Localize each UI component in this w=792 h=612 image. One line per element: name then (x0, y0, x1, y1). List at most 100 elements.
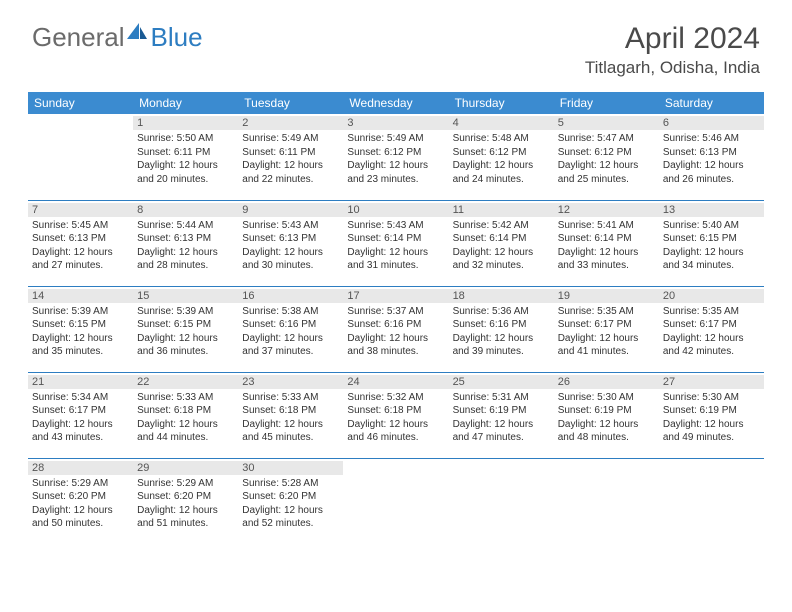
day-number: 18 (449, 289, 554, 303)
daylight-text: Daylight: 12 hours and 27 minutes. (32, 246, 129, 273)
sunrise-text: Sunrise: 5:35 AM (663, 305, 760, 319)
daylight-text: Daylight: 12 hours and 51 minutes. (137, 504, 234, 531)
calendar-cell: 17Sunrise: 5:37 AMSunset: 6:16 PMDayligh… (343, 286, 448, 372)
sunset-text: Sunset: 6:18 PM (242, 404, 339, 418)
calendar-cell: 13Sunrise: 5:40 AMSunset: 6:15 PMDayligh… (659, 200, 764, 286)
day-number: 7 (28, 203, 133, 217)
daylight-text: Daylight: 12 hours and 32 minutes. (453, 246, 550, 273)
sunset-text: Sunset: 6:13 PM (663, 146, 760, 160)
calendar-cell: 11Sunrise: 5:42 AMSunset: 6:14 PMDayligh… (449, 200, 554, 286)
day-number: 29 (133, 461, 238, 475)
sunrise-text: Sunrise: 5:28 AM (242, 477, 339, 491)
col-wednesday: Wednesday (343, 92, 448, 114)
day-number: 19 (554, 289, 659, 303)
sunrise-text: Sunrise: 5:43 AM (242, 219, 339, 233)
sunset-text: Sunset: 6:14 PM (347, 232, 444, 246)
daylight-text: Daylight: 12 hours and 28 minutes. (137, 246, 234, 273)
calendar-cell: 26Sunrise: 5:30 AMSunset: 6:19 PMDayligh… (554, 372, 659, 458)
sunset-text: Sunset: 6:17 PM (663, 318, 760, 332)
day-number: 8 (133, 203, 238, 217)
daylight-text: Daylight: 12 hours and 34 minutes. (663, 246, 760, 273)
sunrise-text: Sunrise: 5:44 AM (137, 219, 234, 233)
sunset-text: Sunset: 6:18 PM (137, 404, 234, 418)
daylight-text: Daylight: 12 hours and 44 minutes. (137, 418, 234, 445)
day-number: 28 (28, 461, 133, 475)
daylight-text: Daylight: 12 hours and 42 minutes. (663, 332, 760, 359)
sunrise-text: Sunrise: 5:30 AM (663, 391, 760, 405)
day-number: 22 (133, 375, 238, 389)
daylight-text: Daylight: 12 hours and 41 minutes. (558, 332, 655, 359)
daylight-text: Daylight: 12 hours and 25 minutes. (558, 159, 655, 186)
logo-sail-icon (125, 21, 149, 46)
sunset-text: Sunset: 6:16 PM (242, 318, 339, 332)
day-number: 27 (659, 375, 764, 389)
calendar-cell: 22Sunrise: 5:33 AMSunset: 6:18 PMDayligh… (133, 372, 238, 458)
daylight-text: Daylight: 12 hours and 48 minutes. (558, 418, 655, 445)
calendar-cell: 8Sunrise: 5:44 AMSunset: 6:13 PMDaylight… (133, 200, 238, 286)
sunrise-text: Sunrise: 5:46 AM (663, 132, 760, 146)
calendar-row: 28 Sunrise: 5:29 AM Sunset: 6:20 PM Dayligh… (28, 458, 764, 544)
day-number: 6 (659, 116, 764, 130)
calendar-cell: 18Sunrise: 5:36 AMSunset: 6:16 PMDayligh… (449, 286, 554, 372)
sunset-text: Sunset: 6:18 PM (347, 404, 444, 418)
day-number: 25 (449, 375, 554, 389)
sunrise-text: Sunrise: 5:35 AM (558, 305, 655, 319)
daylight-text: Daylight: 12 hours and 36 minutes. (137, 332, 234, 359)
sunset-text: Sunset: 6:11 PM (242, 146, 339, 160)
sunset-text: Sunset: 6:12 PM (347, 146, 444, 160)
sunrise-text: Sunrise: 5:30 AM (558, 391, 655, 405)
sunset-text: Sunset: 6:11 PM (137, 146, 234, 160)
logo-text-blue: Blue (151, 22, 203, 53)
month-title: April 2024 (585, 22, 760, 56)
col-monday: Monday (133, 92, 238, 114)
calendar-cell: 21Sunrise: 5:34 AMSunset: 6:17 PMDayligh… (28, 372, 133, 458)
day-number: 3 (343, 116, 448, 130)
day-number: 30 (238, 461, 343, 475)
calendar-cell: 14Sunrise: 5:39 AMSunset: 6:15 PMDayligh… (28, 286, 133, 372)
calendar-cell: 4Sunrise: 5:48 AMSunset: 6:12 PMDaylight… (449, 114, 554, 200)
col-thursday: Thursday (449, 92, 554, 114)
day-number: 16 (238, 289, 343, 303)
sunrise-text: Sunrise: 5:42 AM (453, 219, 550, 233)
calendar-cell: 12Sunrise: 5:41 AMSunset: 6:14 PMDayligh… (554, 200, 659, 286)
sunset-text: Sunset: 6:16 PM (453, 318, 550, 332)
calendar-cell: 7Sunrise: 5:45 AMSunset: 6:13 PMDaylight… (28, 200, 133, 286)
day-number: 24 (343, 375, 448, 389)
calendar-cell: 28Sunrise: 5:29 AMSunset: 6:20 PMDayligh… (28, 458, 133, 544)
day-number: 23 (238, 375, 343, 389)
daylight-text: Daylight: 12 hours and 38 minutes. (347, 332, 444, 359)
daylight-text: Daylight: 12 hours and 52 minutes. (242, 504, 339, 531)
calendar-row: 7Sunrise: 5:45 AMSunset: 6:13 PMDaylight… (28, 200, 764, 286)
calendar-cell: 27 Sunrise: 5:30 AMSunset: 6:19 PMDayligh… (659, 372, 764, 458)
sunrise-text: Sunrise: 5:48 AM (453, 132, 550, 146)
day-number: 4 (449, 116, 554, 130)
daylight-text: Daylight: 12 hours and 35 minutes. (32, 332, 129, 359)
daylight-text: Daylight: 12 hours and 23 minutes. (347, 159, 444, 186)
day-number: 9 (238, 203, 343, 217)
daylight-text: Daylight: 12 hours and 47 minutes. (453, 418, 550, 445)
location: Titlagarh, Odisha, India (585, 58, 760, 78)
daylight-text: Daylight: 12 hours and 24 minutes. (453, 159, 550, 186)
sunset-text: Sunset: 6:20 PM (32, 490, 129, 504)
calendar-cell: 20Sunrise: 5:35 AMSunset: 6:17 PMDayligh… (659, 286, 764, 372)
daylight-text: Daylight: 12 hours and 49 minutes. (663, 418, 760, 445)
sunrise-text: Sunrise: 5:43 AM (347, 219, 444, 233)
sunrise-text: Sunrise: 5:29 AM (137, 477, 234, 491)
calendar-row: 1Sunrise: 5:50 AMSunset: 6:11 PMDaylight… (28, 114, 764, 200)
day-number: 26 (554, 375, 659, 389)
sunset-text: Sunset: 6:15 PM (137, 318, 234, 332)
calendar-cell (343, 458, 448, 544)
col-saturday: Saturday (659, 92, 764, 114)
sunrise-text: Sunrise: 5:39 AM (32, 305, 129, 319)
sunrise-text: Sunrise: 5:41 AM (558, 219, 655, 233)
sunset-text: Sunset: 6:19 PM (663, 404, 760, 418)
daylight-text: Daylight: 12 hours and 33 minutes. (558, 246, 655, 273)
calendar-row: 14Sunrise: 5:39 AMSunset: 6:15 PMDayligh… (28, 286, 764, 372)
sunset-text: Sunset: 6:12 PM (558, 146, 655, 160)
daylight-text: Daylight: 12 hours and 22 minutes. (242, 159, 339, 186)
sunset-text: Sunset: 6:17 PM (32, 404, 129, 418)
sunrise-text: Sunrise: 5:45 AM (32, 219, 129, 233)
daylight-text: Daylight: 12 hours and 45 minutes. (242, 418, 339, 445)
calendar-cell: 29Sunrise: 5:29 AMSunset: 6:20 PMDayligh… (133, 458, 238, 544)
daylight-text: Daylight: 12 hours and 26 minutes. (663, 159, 760, 186)
